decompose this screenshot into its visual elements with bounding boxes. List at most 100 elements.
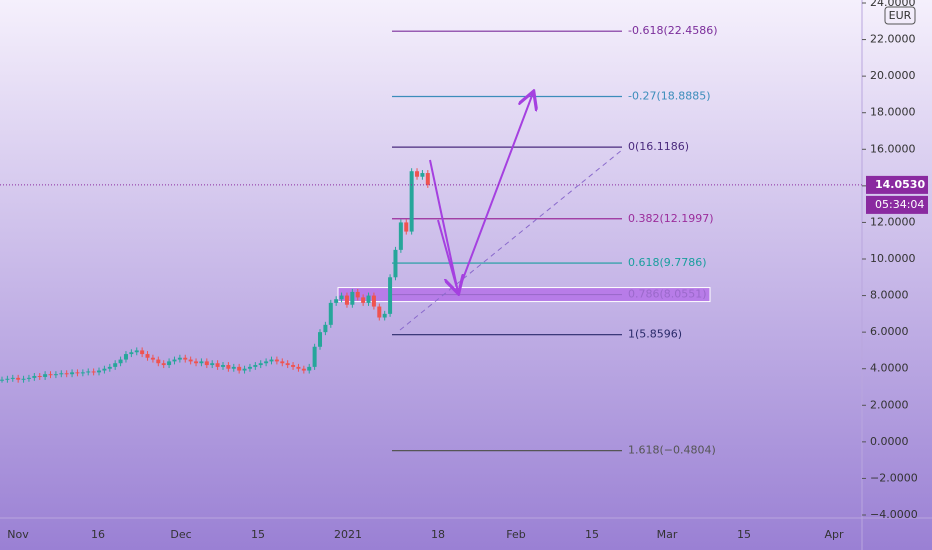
fib-label: -0.27(18.8885) [628, 89, 711, 102]
candle-body [323, 324, 328, 333]
candle-body [274, 359, 279, 362]
fib-label: 0.382(12.1997) [628, 212, 714, 225]
candle-body [145, 354, 150, 358]
candle-body [5, 378, 10, 380]
candle-body [291, 365, 296, 367]
candle-body [247, 366, 252, 369]
fib-label: 0(16.1186) [628, 140, 689, 153]
candle-body [226, 365, 231, 369]
countdown: 05:34:04 [875, 198, 924, 211]
candle-body [253, 365, 258, 367]
y-tick-label: 2.0000 [870, 398, 909, 411]
candle-body [355, 291, 360, 298]
candle-body [59, 373, 64, 375]
candle-body [161, 363, 166, 366]
candle-body [334, 299, 339, 303]
candle-body [43, 374, 48, 377]
candle-body [21, 378, 26, 380]
current-price-label: 14.0530 [875, 178, 925, 191]
y-tick-label: 8.0000 [870, 289, 909, 302]
candle-body [307, 366, 312, 371]
candle-body [215, 363, 220, 367]
candle-body [194, 361, 199, 364]
candle-body [312, 346, 317, 367]
candle-body [328, 302, 333, 325]
candle-body [409, 171, 414, 232]
candle-body [388, 277, 393, 314]
candle-body [404, 222, 409, 232]
x-tick-label: 16 [91, 528, 105, 541]
candle-body [339, 295, 344, 300]
candle-body [371, 295, 376, 307]
currency-box[interactable] [884, 6, 916, 25]
candle-body [16, 377, 21, 380]
countdown-badge [866, 195, 928, 214]
axes: 24.000022.000020.000018.000016.000014.00… [0, 0, 928, 541]
candle-body [366, 295, 371, 303]
y-tick-label: 22.0000 [870, 33, 916, 46]
current-price-badge [866, 175, 928, 194]
candle-body [177, 357, 182, 360]
y-tick-label: −4.0000 [870, 508, 918, 521]
candle-body [32, 376, 37, 378]
x-tick-label: Dec [170, 528, 191, 541]
candle-body [231, 366, 236, 369]
y-tick-label: 18.0000 [870, 106, 916, 119]
fib-label: 0.786(8.0551) [628, 288, 707, 301]
candle-body [420, 173, 425, 177]
candle-body [75, 372, 80, 374]
y-tick-label: 12.0000 [870, 215, 916, 228]
candle-body [10, 377, 15, 379]
candle-body [361, 297, 366, 303]
x-tick-label: Mar [657, 528, 678, 541]
candle-body [285, 363, 290, 366]
candle-body [183, 357, 188, 360]
x-tick-label: 15 [251, 528, 265, 541]
candle-body [199, 361, 204, 364]
candle-body [113, 363, 118, 367]
candle-body [220, 365, 225, 367]
candle-body [129, 352, 134, 355]
candle-body [296, 366, 301, 369]
candle-body [425, 173, 430, 185]
x-tick-label: 2021 [334, 528, 362, 541]
x-tick-label: Nov [7, 528, 29, 541]
candle-body [140, 350, 145, 355]
candle-body [301, 368, 306, 371]
candle-body [318, 332, 323, 347]
fib-retracement: -0.618(22.4586) -0.27(18.8885) 0(16.1186) 0… [337, 24, 718, 457]
candle-body [258, 363, 263, 366]
y-tick-label: 24.0000 [870, 0, 916, 9]
candle-body [26, 377, 31, 379]
candle-body [118, 359, 123, 364]
candle-body [415, 171, 420, 177]
fib-label: -0.618(22.4586) [628, 24, 718, 37]
trend-line [399, 149, 623, 331]
candle-body [97, 370, 102, 373]
candle-body [80, 372, 85, 374]
fib-label: 0.618(9.7786) [628, 256, 707, 269]
candle-body [53, 374, 58, 376]
candle-body [156, 359, 161, 364]
candle-body [377, 306, 382, 318]
candle-body [91, 371, 96, 373]
candle-body [70, 372, 75, 375]
candle-body [398, 222, 403, 250]
candle-body [102, 368, 107, 371]
y-tick-label: 16.0000 [870, 142, 916, 155]
candle-body [0, 379, 4, 381]
projection-arrow-head [437, 219, 458, 292]
y-tick-label: 20.0000 [870, 69, 916, 82]
x-tick-label: 15 [585, 528, 599, 541]
y-tick-label: 0.0000 [870, 435, 909, 448]
y-tick-label: 6.0000 [870, 325, 909, 338]
candle-body [393, 249, 398, 278]
candle-body [204, 361, 209, 366]
candle-body [64, 373, 69, 375]
fib-label: 1(5.8596) [628, 328, 682, 341]
candle-body [107, 366, 112, 369]
x-tick-label: Feb [506, 528, 525, 541]
y-tick-label: −2.0000 [870, 471, 918, 484]
candle-body [150, 357, 155, 360]
